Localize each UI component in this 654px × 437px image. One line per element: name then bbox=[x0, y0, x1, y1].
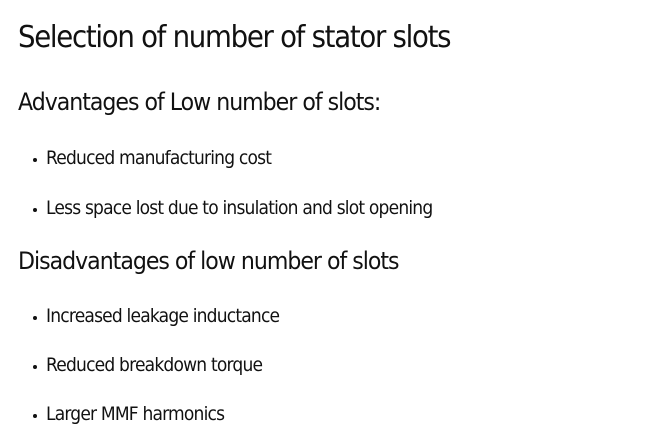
slide-title: Selection of number of stator slots bbox=[18, 20, 452, 55]
disadvantages-list-item: Increased leakage inductance bbox=[33, 303, 305, 329]
advantages-list-item: Less space lost due to insulation and sl… bbox=[33, 195, 475, 221]
advantages-heading: Advantages of Low number of slots: bbox=[18, 88, 381, 116]
bullet-text: Larger MMF harmonics bbox=[46, 403, 225, 425]
advantages-list-item: Reduced manufacturing cost bbox=[33, 145, 296, 171]
bullet-text: Increased leakage inductance bbox=[46, 305, 280, 327]
disadvantages-list-item: Reduced breakdown torque bbox=[33, 352, 286, 378]
bullet-dot-icon bbox=[33, 315, 37, 320]
bullet-text: Reduced breakdown torque bbox=[46, 354, 263, 376]
bullet-dot-icon bbox=[33, 413, 37, 418]
bullet-dot-icon bbox=[33, 207, 37, 212]
bullet-dot-icon bbox=[33, 364, 37, 369]
disadvantages-heading: Disadvantages of low number of slots bbox=[18, 247, 400, 275]
bullet-text: Less space lost due to insulation and sl… bbox=[46, 197, 433, 219]
bullet-dot-icon bbox=[33, 157, 37, 162]
bullet-text: Reduced manufacturing cost bbox=[46, 147, 272, 169]
disadvantages-list-item: Larger MMF harmonics bbox=[33, 401, 244, 427]
